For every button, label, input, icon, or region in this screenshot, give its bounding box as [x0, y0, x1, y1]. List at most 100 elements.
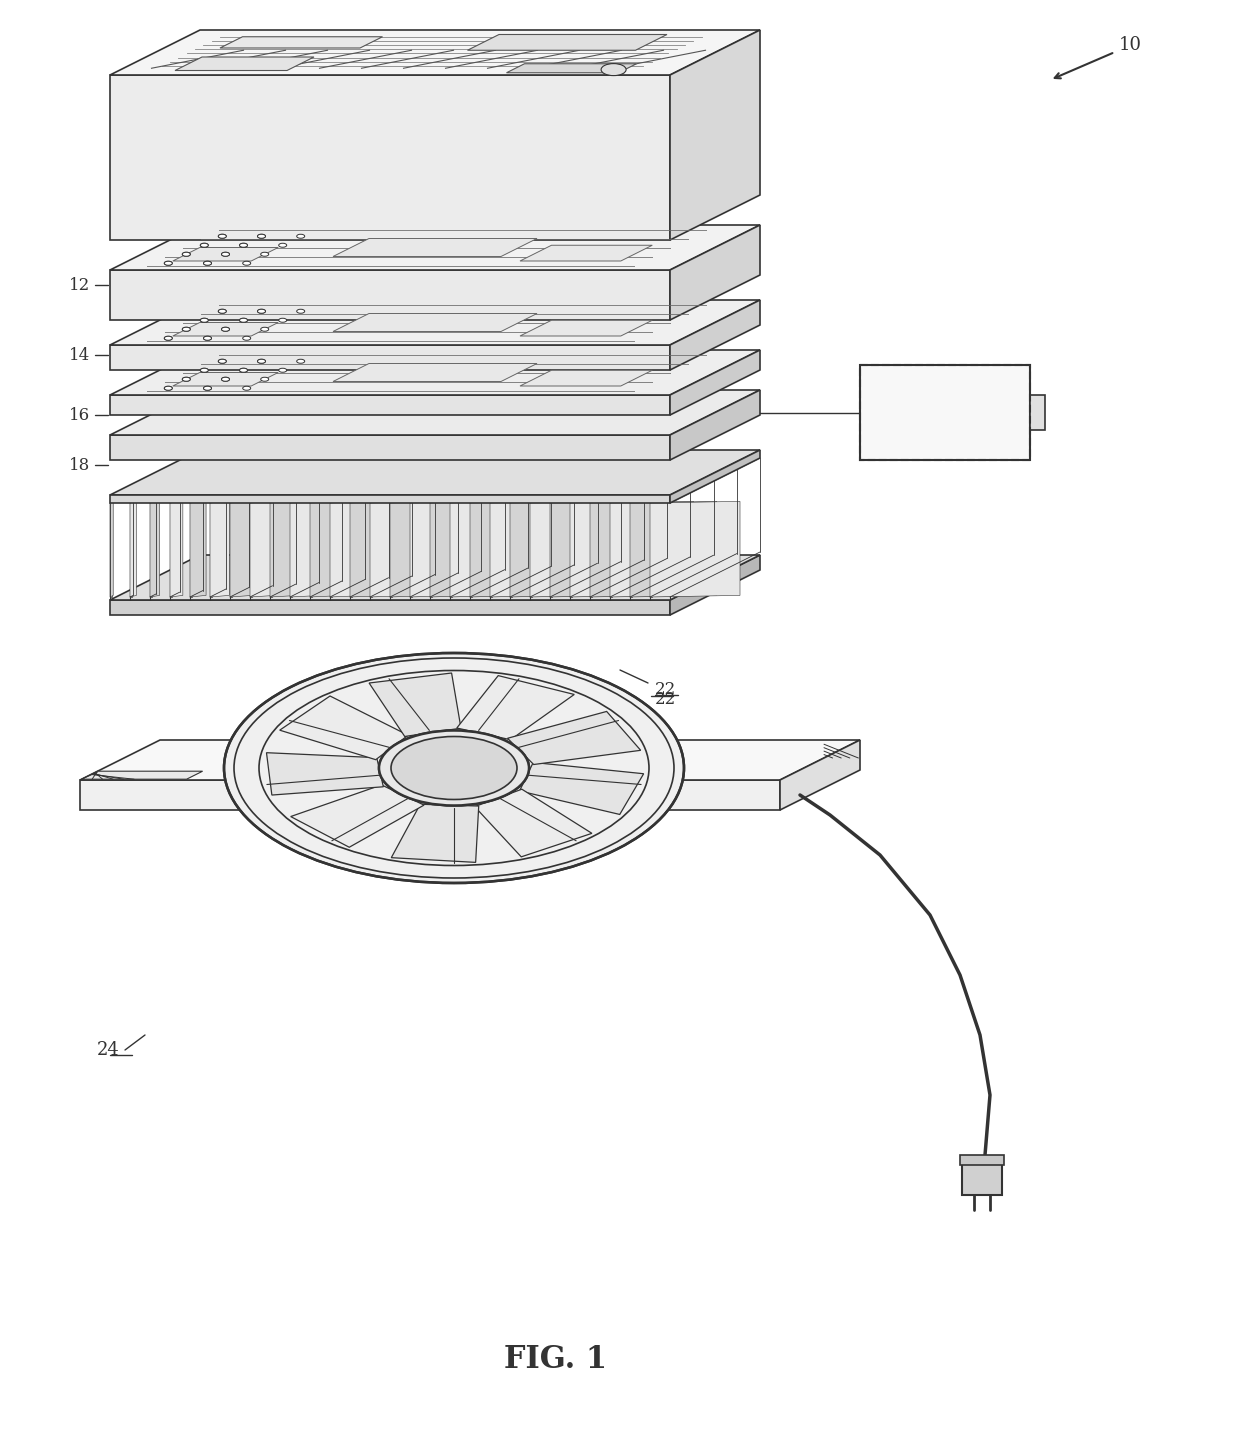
Polygon shape [81, 740, 861, 781]
Ellipse shape [258, 309, 265, 313]
Ellipse shape [164, 261, 172, 266]
Polygon shape [610, 501, 693, 597]
Ellipse shape [239, 319, 248, 322]
Text: 16: 16 [69, 407, 91, 423]
Polygon shape [670, 30, 760, 240]
Text: 24: 24 [97, 1040, 120, 1059]
Ellipse shape [218, 359, 226, 364]
Polygon shape [229, 504, 232, 597]
Polygon shape [570, 504, 572, 597]
Polygon shape [456, 675, 574, 740]
Ellipse shape [243, 261, 250, 266]
Polygon shape [610, 504, 613, 597]
Ellipse shape [203, 336, 212, 341]
Polygon shape [670, 390, 760, 460]
Ellipse shape [601, 63, 626, 75]
Polygon shape [780, 740, 861, 810]
Polygon shape [510, 504, 512, 597]
Ellipse shape [296, 234, 305, 238]
Polygon shape [210, 501, 229, 597]
Ellipse shape [164, 336, 172, 341]
Ellipse shape [201, 368, 208, 372]
Polygon shape [290, 504, 291, 597]
Ellipse shape [243, 387, 250, 390]
Text: FIG. 1: FIG. 1 [503, 1345, 606, 1375]
Ellipse shape [260, 328, 269, 332]
Ellipse shape [182, 328, 190, 332]
Polygon shape [270, 501, 299, 597]
Polygon shape [370, 672, 461, 736]
Polygon shape [130, 501, 136, 597]
Polygon shape [962, 1160, 1002, 1195]
Ellipse shape [164, 387, 172, 390]
Polygon shape [250, 501, 275, 597]
Ellipse shape [218, 234, 226, 238]
Ellipse shape [279, 319, 286, 322]
Ellipse shape [222, 253, 229, 257]
Polygon shape [450, 501, 508, 597]
Ellipse shape [222, 377, 229, 381]
Polygon shape [630, 504, 632, 597]
Polygon shape [520, 762, 644, 814]
Polygon shape [290, 785, 424, 847]
Polygon shape [529, 501, 600, 597]
Polygon shape [475, 789, 591, 857]
Polygon shape [507, 711, 641, 765]
Ellipse shape [182, 253, 190, 257]
Ellipse shape [279, 244, 286, 247]
Ellipse shape [218, 309, 226, 313]
Ellipse shape [182, 377, 190, 381]
Polygon shape [170, 501, 182, 597]
Ellipse shape [218, 234, 226, 238]
Ellipse shape [182, 253, 190, 257]
Polygon shape [334, 238, 537, 257]
Ellipse shape [296, 359, 305, 364]
Polygon shape [391, 504, 392, 597]
Polygon shape [670, 225, 760, 320]
Ellipse shape [239, 244, 248, 247]
Ellipse shape [258, 359, 265, 364]
Ellipse shape [201, 244, 208, 247]
Text: 18: 18 [68, 456, 91, 473]
Polygon shape [330, 504, 332, 597]
Polygon shape [172, 372, 278, 385]
Ellipse shape [224, 654, 684, 883]
Polygon shape [110, 600, 670, 615]
Ellipse shape [201, 319, 208, 322]
Polygon shape [430, 501, 485, 597]
Polygon shape [392, 804, 479, 863]
Polygon shape [410, 504, 412, 597]
Ellipse shape [222, 377, 229, 381]
Polygon shape [490, 501, 554, 597]
Polygon shape [110, 395, 670, 416]
Polygon shape [175, 58, 314, 71]
Polygon shape [334, 313, 537, 332]
Polygon shape [229, 501, 253, 597]
Polygon shape [650, 501, 740, 597]
Ellipse shape [379, 730, 529, 805]
Polygon shape [670, 351, 760, 416]
Ellipse shape [239, 368, 248, 372]
Ellipse shape [258, 234, 265, 238]
Polygon shape [130, 504, 131, 597]
Ellipse shape [201, 368, 208, 372]
Polygon shape [470, 504, 472, 597]
Polygon shape [110, 30, 760, 75]
Ellipse shape [379, 730, 529, 805]
Ellipse shape [164, 336, 172, 341]
Polygon shape [551, 504, 552, 597]
Polygon shape [82, 771, 202, 779]
Polygon shape [570, 501, 647, 597]
Polygon shape [172, 248, 278, 261]
Polygon shape [590, 504, 591, 597]
Ellipse shape [222, 253, 229, 257]
Polygon shape [110, 270, 670, 320]
Ellipse shape [182, 328, 190, 332]
Polygon shape [150, 504, 153, 597]
Polygon shape [190, 501, 206, 597]
Polygon shape [280, 696, 408, 759]
Polygon shape [110, 75, 670, 240]
Ellipse shape [218, 359, 226, 364]
Polygon shape [650, 504, 652, 597]
Polygon shape [81, 781, 780, 810]
